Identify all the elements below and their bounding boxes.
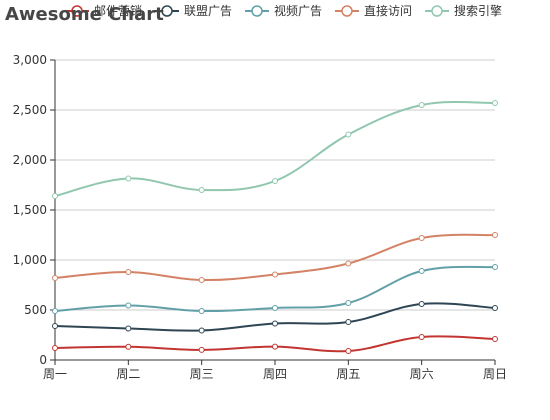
data-point[interactable] bbox=[198, 346, 205, 353]
data-point[interactable] bbox=[345, 300, 352, 306]
legend-label: 搜索引擎 bbox=[454, 3, 502, 18]
data-point[interactable] bbox=[52, 275, 58, 281]
legend-label: 邮件营销 bbox=[94, 4, 142, 18]
legend-marker bbox=[251, 5, 263, 17]
legend-label: 视频广告 bbox=[274, 3, 322, 18]
axis-layer: 0 500 1,000 1,500 2,000 2,500 3,000 周一 周二 周三 周四 周五 周… bbox=[13, 53, 507, 381]
legend-label: 联盟广告 bbox=[184, 4, 232, 18]
grid-layer bbox=[55, 59, 495, 311]
data-point[interactable] bbox=[345, 260, 352, 267]
data-point[interactable] bbox=[492, 264, 498, 270]
data-point[interactable] bbox=[272, 178, 278, 184]
data-point[interactable] bbox=[345, 348, 352, 354]
y-tick-label: 0 bbox=[39, 353, 47, 367]
x-tick-label: 周六 bbox=[410, 367, 434, 381]
legend-item[interactable]: 直接访问 bbox=[335, 3, 412, 18]
y-tick-label: 1,500 bbox=[13, 203, 47, 217]
data-point[interactable] bbox=[492, 305, 498, 311]
data-point[interactable] bbox=[52, 193, 58, 199]
legend-marker bbox=[71, 5, 83, 17]
x-tick-label: 周三 bbox=[190, 367, 214, 381]
data-point[interactable] bbox=[418, 235, 425, 241]
legend-item[interactable]: 视频广告 bbox=[245, 3, 322, 18]
x-tick-label: 周五 bbox=[336, 367, 360, 381]
data-point[interactable] bbox=[125, 343, 132, 350]
legend-item[interactable]: 搜索引擎 bbox=[425, 3, 502, 18]
data-point[interactable] bbox=[345, 131, 352, 138]
legend-marker bbox=[431, 5, 443, 17]
x-tick-label: 周日 bbox=[483, 367, 507, 381]
legend-item[interactable]: 联盟广告 bbox=[155, 4, 232, 18]
data-point[interactable] bbox=[52, 323, 58, 329]
legend-label: 直接访问 bbox=[364, 3, 412, 18]
data-point[interactable] bbox=[198, 327, 205, 334]
x-tick-label: 周一 bbox=[43, 367, 67, 381]
x-tick-label: 周二 bbox=[116, 367, 140, 381]
legend-item[interactable]: 邮件营销 bbox=[65, 4, 142, 18]
data-point[interactable] bbox=[125, 325, 132, 332]
y-tick-label: 2,000 bbox=[13, 153, 47, 167]
data-point[interactable] bbox=[52, 308, 58, 314]
data-point[interactable] bbox=[272, 320, 278, 327]
data-point[interactable] bbox=[125, 302, 132, 309]
data-point[interactable] bbox=[418, 102, 425, 108]
data-point[interactable] bbox=[418, 301, 425, 307]
legend-marker bbox=[161, 5, 173, 17]
data-point[interactable] bbox=[492, 336, 498, 342]
data-point[interactable] bbox=[345, 319, 352, 325]
series-联盟广告[interactable] bbox=[52, 301, 498, 334]
y-tick-label: 1,000 bbox=[13, 253, 47, 267]
data-point[interactable] bbox=[125, 269, 132, 275]
y-tick-label: 3,000 bbox=[13, 53, 47, 67]
data-point[interactable] bbox=[198, 277, 205, 283]
series-搜索引擎[interactable] bbox=[52, 100, 498, 199]
data-point[interactable] bbox=[272, 271, 278, 278]
data-point[interactable] bbox=[198, 308, 205, 314]
data-point[interactable] bbox=[492, 100, 498, 106]
series-邮件营销[interactable] bbox=[52, 334, 498, 354]
data-point[interactable] bbox=[272, 305, 278, 311]
data-point[interactable] bbox=[272, 343, 278, 350]
series-视频广告[interactable] bbox=[52, 264, 498, 314]
series-layer bbox=[52, 100, 498, 354]
data-point[interactable] bbox=[418, 334, 425, 340]
legend-marker bbox=[341, 5, 353, 17]
series-直接访问[interactable] bbox=[52, 232, 498, 283]
y-tick-label: 2,500 bbox=[13, 103, 47, 117]
legend[interactable]: 邮件营销 联盟广告 视频广告 直接访问 搜索引擎 bbox=[65, 3, 502, 18]
data-point[interactable] bbox=[52, 345, 58, 351]
data-point[interactable] bbox=[198, 187, 205, 193]
chart-title: Awesome Chart bbox=[5, 4, 164, 25]
data-point[interactable] bbox=[492, 232, 498, 238]
data-point[interactable] bbox=[125, 175, 132, 182]
x-tick-label: 周四 bbox=[263, 367, 287, 381]
data-point[interactable] bbox=[418, 268, 425, 274]
y-tick-label: 500 bbox=[24, 303, 47, 317]
